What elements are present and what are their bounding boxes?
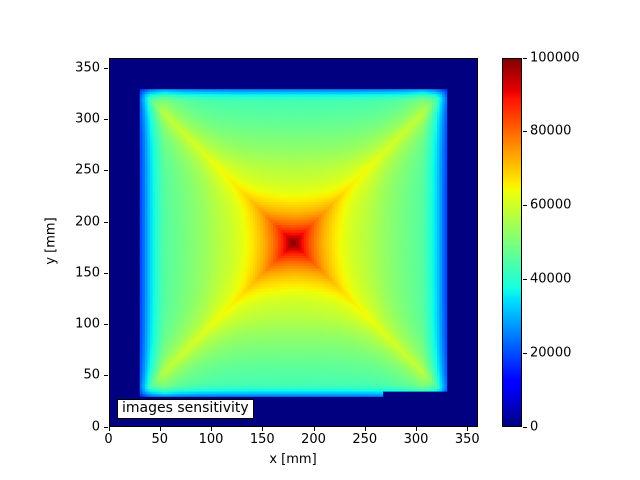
x-tick-label: 150	[249, 432, 275, 447]
x-tick-mark	[364, 427, 366, 431]
x-tick-mark	[467, 427, 469, 431]
y-tick-mark	[104, 170, 108, 172]
y-tick-mark	[104, 272, 108, 274]
colorbar-tick-mark	[522, 131, 527, 133]
colorbar-tick-label: 60000	[530, 197, 572, 213]
colorbar-tick-label: 0	[530, 419, 539, 434]
y-tick-label: 50	[83, 367, 100, 383]
y-tick-label: 150	[75, 265, 100, 281]
y-tick-mark	[104, 221, 108, 223]
y-tick-mark	[104, 426, 108, 428]
colorbar-tick-mark	[522, 205, 527, 207]
colorbar-canvas	[502, 57, 522, 427]
x-tick-label: 50	[151, 432, 169, 447]
x-tick-label: 300	[403, 432, 429, 447]
colorbar-tick-label: 40000	[530, 271, 572, 287]
x-tick-mark	[211, 427, 212, 431]
y-tick-label: 100	[75, 316, 100, 332]
colorbar-tick-mark	[522, 426, 527, 428]
colorbar-tick-mark	[522, 278, 527, 280]
y-tick-label: 300	[75, 111, 100, 127]
y-tick-mark	[104, 119, 108, 120]
y-tick-label: 200	[75, 214, 100, 229]
x-tick-label: 350	[454, 432, 480, 447]
y-tick-mark	[104, 324, 108, 325]
colorbar-tick-mark	[522, 352, 527, 354]
x-tick-label: 100	[198, 432, 224, 447]
colorbar-tick-label: 100000	[530, 50, 580, 65]
y-tick-mark	[104, 67, 108, 69]
colorbar-tick-label: 80000	[530, 123, 572, 139]
x-tick-mark	[313, 427, 315, 431]
colorbar-tick-label: 20000	[530, 345, 572, 361]
y-tick-label: 250	[75, 162, 100, 178]
x-axis-label: x [mm]	[269, 452, 317, 467]
y-tick-mark	[104, 375, 108, 377]
x-tick-mark	[159, 427, 161, 431]
x-tick-mark	[416, 427, 417, 431]
annotation-box: images sensitivity	[117, 398, 254, 419]
x-tick-mark	[262, 427, 264, 431]
colorbar-tick-mark	[522, 57, 527, 59]
x-tick-mark	[108, 427, 110, 431]
y-axis-label: y [mm]	[43, 217, 59, 265]
x-tick-label: 200	[301, 432, 326, 447]
x-tick-label: 0	[104, 432, 113, 447]
heatmap-canvas	[108, 57, 478, 427]
y-tick-label: 350	[75, 60, 100, 76]
annotation-text: images sensitivity	[122, 399, 249, 416]
y-tick-label: 0	[91, 419, 100, 434]
x-tick-label: 250	[352, 432, 378, 447]
